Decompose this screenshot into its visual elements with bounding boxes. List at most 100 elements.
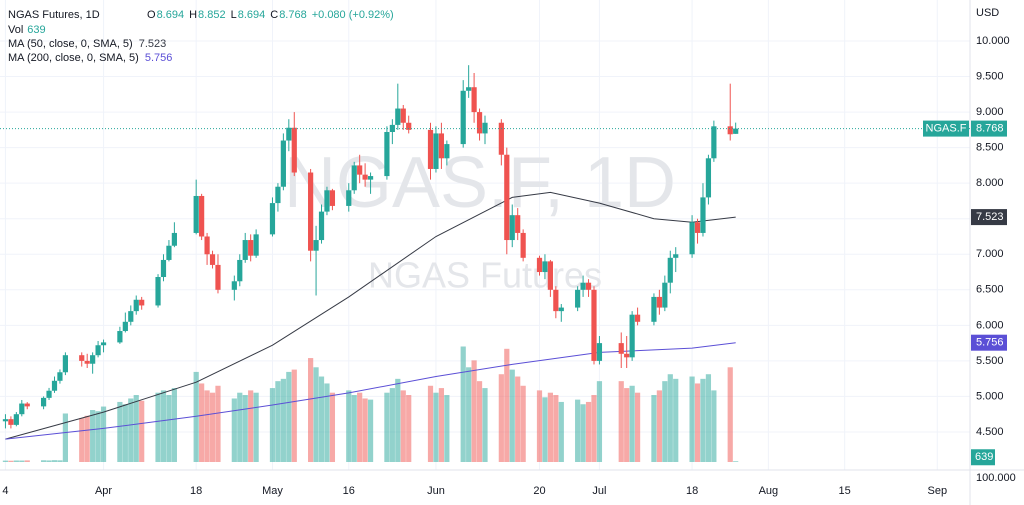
candle-body	[504, 154, 510, 241]
volume-bar	[79, 418, 85, 462]
candle-body	[727, 126, 733, 135]
volume-bar	[128, 398, 134, 462]
candle-body	[280, 140, 286, 187]
volume-bar	[509, 369, 515, 462]
candle-body	[444, 144, 450, 159]
candle-body	[46, 390, 52, 398]
title: NGAS Futures, 1D	[8, 9, 100, 21]
candle-body	[231, 281, 237, 290]
ohlc-value: 8.768	[279, 9, 307, 21]
symbol-tag-bg	[923, 120, 969, 137]
volume-bar	[51, 460, 58, 462]
candle-body	[433, 133, 439, 169]
volume-bar	[8, 460, 14, 462]
candle-body	[596, 343, 603, 361]
candle-body	[476, 112, 483, 134]
candle-body	[291, 127, 297, 173]
candle-body	[575, 289, 581, 308]
volume-bar	[166, 395, 172, 462]
legend-header: NGAS Futures, 1D O 8.694 H 8.852 L 8.694 C 8.76…	[8, 9, 394, 64]
ohlc-label: O	[147, 9, 156, 21]
volume-bar	[482, 388, 488, 462]
volume-bar	[351, 395, 357, 462]
volume-bar	[438, 388, 445, 462]
candle-body	[237, 259, 243, 282]
candle-body	[509, 215, 515, 241]
ma-tag: 7.523	[976, 211, 1004, 223]
volume-bar	[171, 388, 177, 462]
volume-bar	[231, 398, 237, 462]
candle-body	[471, 87, 477, 113]
y-tick-label: 7.000	[976, 248, 1004, 260]
y-tick-label: 5.500	[976, 355, 1004, 367]
candle-body	[515, 215, 521, 233]
volume-bar	[558, 401, 564, 462]
candle-body	[248, 240, 254, 256]
x-tick-label: Aug	[759, 485, 779, 497]
volume-bar	[367, 399, 374, 462]
volume-bar	[585, 401, 592, 462]
candle-body	[253, 234, 259, 256]
candle-body	[466, 87, 472, 91]
volume-bar	[57, 460, 63, 462]
candle-body	[318, 211, 325, 241]
candle-body	[542, 261, 548, 273]
volume-bar	[727, 367, 733, 462]
volume-bar	[444, 395, 450, 462]
candle-body	[673, 254, 679, 258]
candle-body	[591, 289, 597, 361]
volume-scale-label: 100.000	[976, 472, 1016, 484]
candle-body	[634, 314, 641, 322]
volume-bar	[209, 392, 216, 462]
volume-bar	[242, 395, 248, 462]
candle-body	[2, 419, 9, 422]
y-tick-label: 10.000	[976, 35, 1010, 47]
volume-bar	[215, 385, 221, 462]
candle-body	[553, 289, 559, 312]
ohlc-value: 8.694	[238, 9, 266, 21]
volume-bar	[651, 395, 657, 462]
volume-bar	[596, 381, 603, 462]
candle-layer	[2, 65, 739, 429]
volume-bar	[433, 392, 439, 462]
volume-bar	[346, 390, 352, 462]
candle-body	[384, 132, 390, 177]
x-tick-label: May	[262, 485, 283, 497]
volume-bar	[520, 385, 526, 462]
volume-bar	[389, 388, 395, 462]
volume-bar	[406, 395, 412, 462]
moving-average-line	[5, 191, 736, 440]
volume-bar	[237, 392, 243, 462]
ohlc-value: 8.694	[157, 9, 185, 21]
candle-body	[558, 307, 564, 312]
candle-body	[585, 282, 592, 290]
candle-body	[389, 124, 395, 133]
volume-bar	[357, 392, 363, 462]
candle-body	[438, 133, 445, 159]
candle-body	[427, 129, 434, 169]
volume-bar	[117, 401, 123, 462]
volume-bar	[193, 371, 199, 462]
candle-body	[705, 158, 712, 198]
volume-bar	[122, 404, 128, 462]
volume-bar	[673, 378, 679, 462]
volume-bar	[291, 369, 297, 462]
candle-body	[711, 126, 717, 159]
ma-name: MA (50, close, 0, SMA, 5)	[8, 38, 133, 50]
candle-body	[400, 108, 406, 123]
candle-body	[580, 282, 586, 290]
candle-body	[215, 264, 221, 290]
volume-bar	[308, 358, 314, 462]
candle-body	[84, 360, 90, 364]
candle-body	[700, 197, 706, 233]
volume-bar	[313, 367, 319, 462]
volume-bar	[629, 385, 635, 462]
candle-body	[651, 296, 657, 322]
candle-body	[242, 240, 248, 260]
volume-bar	[700, 378, 706, 462]
volume-bar	[656, 390, 662, 462]
volume-bar	[139, 400, 145, 462]
x-tick-label: 20	[533, 485, 545, 497]
price-tag: 8.768	[976, 122, 1004, 134]
